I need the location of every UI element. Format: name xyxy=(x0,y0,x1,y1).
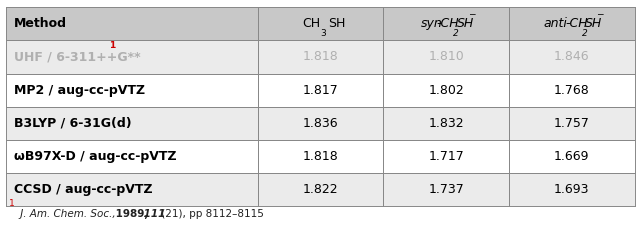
Bar xyxy=(6,40,258,74)
Bar xyxy=(258,140,383,173)
Text: 1.802: 1.802 xyxy=(428,84,464,97)
Text: 2: 2 xyxy=(581,29,587,38)
Text: 1.768: 1.768 xyxy=(554,84,590,97)
Text: 1.846: 1.846 xyxy=(554,50,590,64)
Text: syn: syn xyxy=(420,17,442,30)
Bar xyxy=(509,107,635,140)
Text: 1.836: 1.836 xyxy=(303,117,338,130)
Bar xyxy=(509,173,635,206)
Text: CCSD / aug-cc-pVTZ: CCSD / aug-cc-pVTZ xyxy=(14,183,153,196)
Text: 1.818: 1.818 xyxy=(303,150,338,163)
Text: 1.818: 1.818 xyxy=(303,50,338,64)
Bar xyxy=(6,107,258,140)
Bar xyxy=(383,40,509,74)
Text: 1: 1 xyxy=(9,199,15,208)
Text: -CH: -CH xyxy=(565,17,588,30)
Bar xyxy=(258,173,383,206)
Text: Method: Method xyxy=(14,17,67,30)
Bar xyxy=(383,140,509,173)
Text: 1.737: 1.737 xyxy=(428,183,464,196)
Bar xyxy=(6,140,258,173)
Text: SH: SH xyxy=(457,17,474,30)
Text: 3: 3 xyxy=(320,29,326,38)
Text: −: − xyxy=(468,9,476,18)
Text: anti: anti xyxy=(544,17,567,30)
Text: CH: CH xyxy=(303,17,320,30)
Text: 111: 111 xyxy=(140,209,165,219)
Bar xyxy=(509,74,635,107)
Text: MP2 / aug-cc-pVTZ: MP2 / aug-cc-pVTZ xyxy=(14,84,146,97)
Bar xyxy=(509,40,635,74)
Bar xyxy=(258,7,383,40)
Text: 1.693: 1.693 xyxy=(554,183,590,196)
Text: SH: SH xyxy=(328,17,345,30)
Bar xyxy=(6,7,258,40)
Bar xyxy=(383,173,509,206)
Text: UHF / 6-311++G**: UHF / 6-311++G** xyxy=(14,50,141,64)
Bar xyxy=(509,7,635,40)
Text: 1.669: 1.669 xyxy=(554,150,590,163)
Text: (21), pp 8112–8115: (21), pp 8112–8115 xyxy=(158,209,263,219)
Bar xyxy=(6,74,258,107)
Text: 1.822: 1.822 xyxy=(303,183,338,196)
Text: 1.757: 1.757 xyxy=(554,117,590,130)
Text: 2: 2 xyxy=(453,29,459,38)
Text: 1.832: 1.832 xyxy=(428,117,464,130)
Text: J. Am. Chem. Soc.,: J. Am. Chem. Soc., xyxy=(17,209,116,219)
Bar xyxy=(258,74,383,107)
Text: -CH: -CH xyxy=(437,17,460,30)
Bar xyxy=(509,140,635,173)
Text: SH: SH xyxy=(585,17,603,30)
Bar xyxy=(383,107,509,140)
Bar xyxy=(258,107,383,140)
Text: 1: 1 xyxy=(109,41,115,50)
Text: 1989,: 1989, xyxy=(112,209,149,219)
Text: B3LYP / 6-31G(d): B3LYP / 6-31G(d) xyxy=(14,117,132,130)
Text: 1.810: 1.810 xyxy=(428,50,464,64)
Bar xyxy=(383,7,509,40)
Text: −: − xyxy=(596,9,604,18)
Bar xyxy=(258,40,383,74)
Text: 1.717: 1.717 xyxy=(428,150,464,163)
Bar xyxy=(383,74,509,107)
Bar xyxy=(6,173,258,206)
Text: ωB97X-D / aug-cc-pVTZ: ωB97X-D / aug-cc-pVTZ xyxy=(14,150,177,163)
Text: 1.817: 1.817 xyxy=(303,84,338,97)
